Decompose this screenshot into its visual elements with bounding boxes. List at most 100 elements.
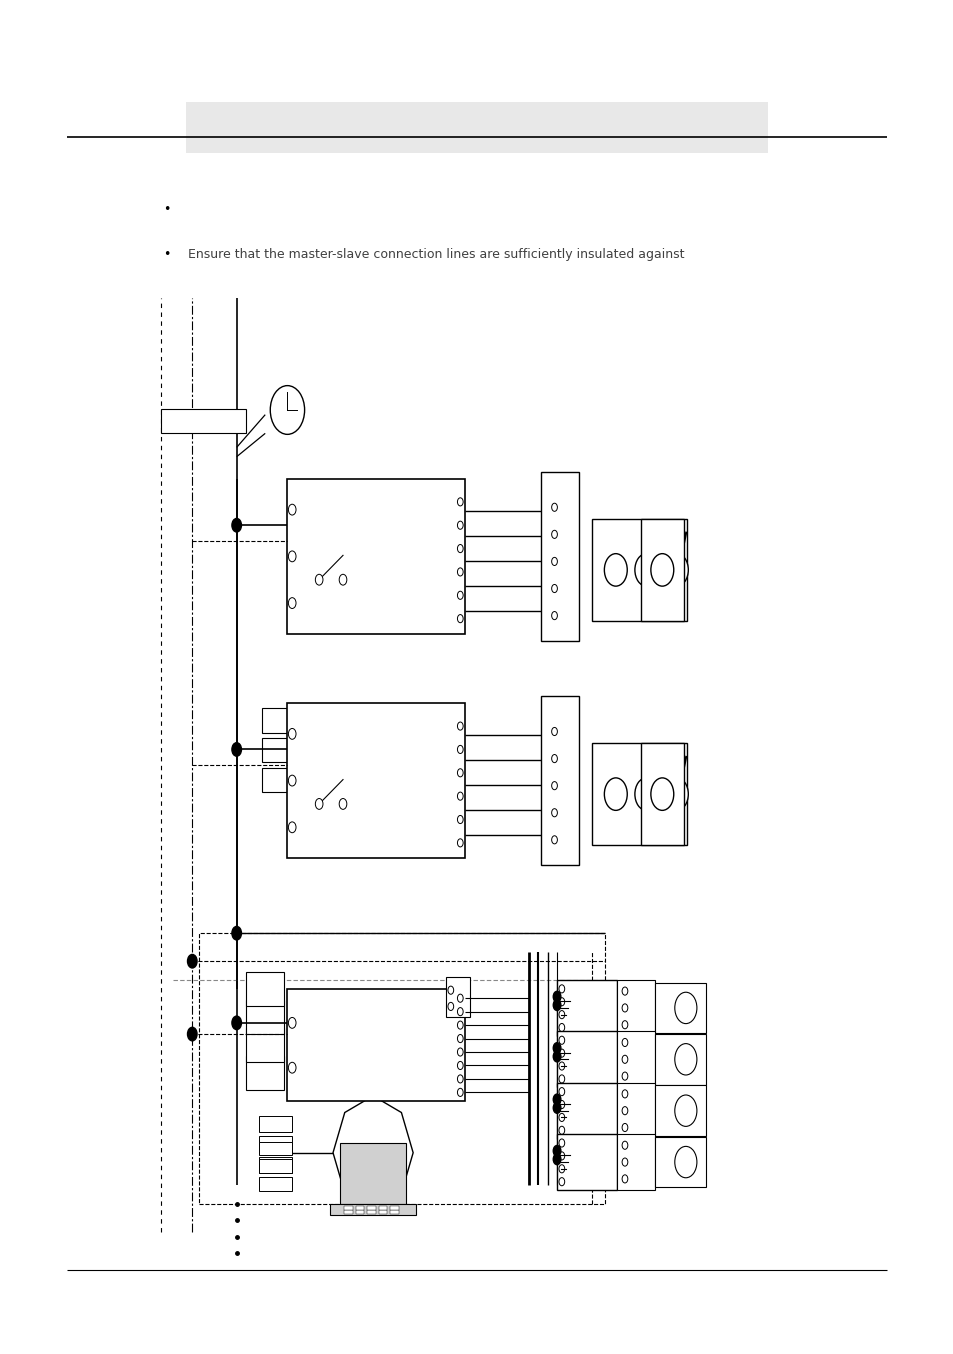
Circle shape: [604, 777, 626, 810]
Bar: [655, 1034, 705, 1085]
Bar: [287, 703, 464, 858]
Bar: [655, 1086, 705, 1136]
Bar: [186, 102, 767, 153]
Bar: [355, 1210, 364, 1213]
Circle shape: [456, 1062, 462, 1070]
Circle shape: [553, 1051, 560, 1062]
Circle shape: [456, 994, 462, 1002]
Bar: [344, 1206, 353, 1209]
Circle shape: [621, 1039, 627, 1047]
Bar: [339, 1143, 406, 1204]
Circle shape: [558, 1152, 564, 1160]
Bar: [655, 1137, 705, 1187]
Circle shape: [551, 808, 557, 816]
Circle shape: [553, 999, 560, 1010]
Circle shape: [621, 1141, 627, 1150]
Circle shape: [558, 984, 564, 992]
Circle shape: [232, 519, 241, 532]
Circle shape: [456, 1089, 462, 1097]
Bar: [258, 1116, 292, 1132]
Circle shape: [558, 1101, 564, 1109]
Circle shape: [558, 1010, 564, 1018]
Circle shape: [674, 992, 697, 1024]
Circle shape: [551, 585, 557, 593]
Bar: [557, 1032, 617, 1087]
Bar: [258, 1141, 292, 1155]
Bar: [557, 1083, 617, 1139]
Circle shape: [339, 574, 347, 585]
Bar: [557, 980, 617, 1036]
Circle shape: [551, 612, 557, 620]
Circle shape: [551, 504, 557, 512]
Circle shape: [674, 1095, 697, 1127]
Bar: [287, 990, 464, 1101]
Circle shape: [551, 531, 557, 539]
Text: Ensure that the master-slave connection lines are sufficiently insulated against: Ensure that the master-slave connection …: [188, 248, 683, 261]
Bar: [330, 1204, 416, 1215]
Circle shape: [650, 554, 673, 586]
Polygon shape: [333, 1095, 413, 1209]
Circle shape: [558, 1139, 564, 1147]
Circle shape: [188, 1028, 197, 1041]
Circle shape: [456, 1007, 462, 1016]
Circle shape: [650, 777, 673, 810]
Circle shape: [362, 1148, 368, 1156]
Circle shape: [456, 745, 462, 753]
Circle shape: [551, 754, 557, 762]
Circle shape: [456, 521, 462, 529]
Circle shape: [456, 544, 462, 552]
Circle shape: [558, 1024, 564, 1032]
Circle shape: [315, 799, 323, 810]
Circle shape: [288, 551, 295, 562]
Circle shape: [288, 774, 295, 785]
Circle shape: [456, 1075, 462, 1083]
Circle shape: [558, 1178, 564, 1186]
Circle shape: [456, 592, 462, 600]
Circle shape: [558, 1049, 564, 1057]
Bar: [198, 933, 604, 1204]
Circle shape: [558, 1075, 564, 1083]
Circle shape: [456, 838, 462, 848]
Circle shape: [232, 926, 241, 940]
Circle shape: [674, 1044, 697, 1075]
Circle shape: [456, 1021, 462, 1029]
Circle shape: [456, 567, 462, 575]
Bar: [246, 1001, 284, 1034]
Circle shape: [448, 1002, 454, 1010]
Bar: [640, 519, 683, 620]
Circle shape: [604, 554, 626, 586]
Circle shape: [370, 1148, 375, 1156]
Circle shape: [621, 1175, 627, 1183]
Bar: [390, 1206, 398, 1209]
Circle shape: [558, 1062, 564, 1070]
Bar: [617, 980, 655, 1036]
Circle shape: [456, 1048, 462, 1056]
Circle shape: [288, 597, 295, 608]
Bar: [446, 976, 470, 1017]
Circle shape: [665, 777, 687, 810]
Circle shape: [621, 1021, 627, 1029]
Circle shape: [621, 1003, 627, 1011]
Circle shape: [288, 728, 295, 739]
Circle shape: [558, 1087, 564, 1095]
Circle shape: [674, 1147, 697, 1178]
Bar: [258, 1136, 292, 1152]
Bar: [262, 768, 291, 792]
Bar: [287, 478, 464, 634]
Circle shape: [339, 799, 347, 810]
Circle shape: [553, 1145, 560, 1156]
Circle shape: [551, 558, 557, 566]
Circle shape: [635, 777, 657, 810]
Circle shape: [270, 386, 304, 435]
Bar: [540, 471, 578, 640]
Circle shape: [558, 1164, 564, 1173]
Bar: [246, 1056, 284, 1090]
Bar: [344, 1210, 353, 1213]
Circle shape: [621, 1055, 627, 1063]
Circle shape: [456, 722, 462, 730]
Circle shape: [377, 1148, 383, 1156]
Bar: [367, 1206, 375, 1209]
Bar: [378, 1210, 387, 1213]
Circle shape: [553, 991, 560, 1002]
Circle shape: [456, 769, 462, 777]
